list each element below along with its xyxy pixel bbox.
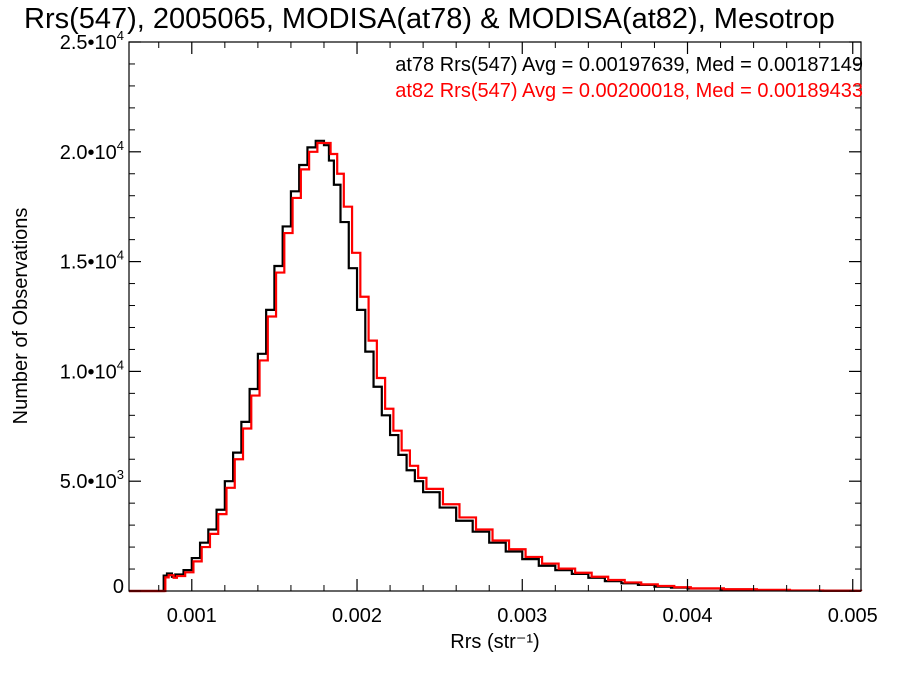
axis-layer: 0.001 0.002 0.003 0.004 0.005 0 5.0•103 1.0•104…	[60, 28, 878, 627]
x-tick-label: 0.001	[167, 605, 217, 627]
y-tick-label: 1.5•104	[60, 248, 124, 274]
x-tick-label: 0.005	[828, 605, 878, 627]
y-tick-label: 0	[113, 576, 124, 598]
x-axis-label: Rrs (str⁻¹)	[450, 631, 539, 653]
plot-frame	[128, 41, 862, 592]
x-tick-label: 0.004	[662, 605, 712, 627]
y-axis-label: Number of Observations	[10, 208, 32, 425]
series-layer	[129, 139, 863, 593]
y-tick-label: 2.0•104	[60, 138, 124, 164]
series-line-at82	[129, 141, 863, 593]
y-tick-label: 2.5•104	[60, 28, 124, 54]
x-tick-label: 0.003	[497, 605, 547, 627]
legend-entry-at82: at82 Rrs(547) Avg = 0.00200018, Med = 0.…	[395, 80, 863, 102]
x-tick-label: 0.002	[332, 605, 382, 627]
y-tick-label: 1.0•104	[60, 357, 124, 383]
y-tick-label: 5.0•103	[60, 467, 124, 493]
chart-title: Rrs(547), 2005065, MODISA(at78) & MODISA…	[24, 3, 835, 35]
legend-entry-at78: at78 Rrs(547) Avg = 0.00197639, Med = 0.…	[395, 54, 863, 76]
